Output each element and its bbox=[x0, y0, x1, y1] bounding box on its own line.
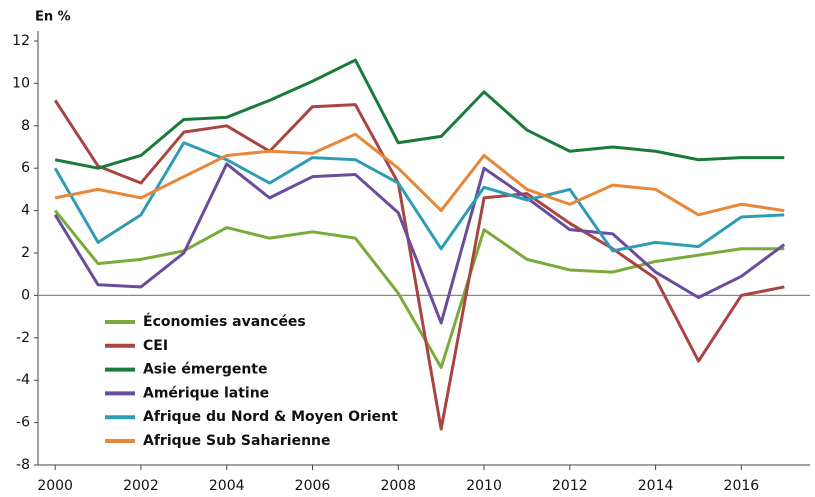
y-tick-label: 0 bbox=[21, 287, 30, 303]
y-tick-label: 6 bbox=[21, 160, 30, 176]
x-tick-label: 2000 bbox=[37, 478, 73, 494]
y-axis-label: En % bbox=[35, 10, 71, 25]
y-tick-label: -8 bbox=[16, 457, 30, 473]
x-tick-label: 2006 bbox=[295, 478, 331, 494]
series-line bbox=[54, 58, 785, 170]
legend-label: Amérique latine bbox=[143, 385, 269, 401]
x-tick-label: 2008 bbox=[380, 478, 416, 494]
legend-label: Afrique Sub Saharienne bbox=[143, 433, 331, 449]
x-tick-label: 2010 bbox=[466, 478, 502, 494]
y-tick-label: 4 bbox=[21, 203, 30, 219]
x-tick-label: 2014 bbox=[638, 478, 674, 494]
y-tick-label: 8 bbox=[21, 118, 30, 134]
x-tick-label: 2012 bbox=[552, 478, 588, 494]
series-line bbox=[53, 99, 785, 431]
series-line bbox=[53, 209, 785, 369]
y-tick-label: 2 bbox=[21, 245, 30, 261]
y-tick-label: -2 bbox=[16, 330, 30, 346]
legend-label: Afrique du Nord & Moyen Orient bbox=[143, 409, 398, 425]
x-tick-label: 2004 bbox=[209, 478, 245, 494]
y-tick-label: -6 bbox=[16, 415, 30, 431]
y-tick-label: 12 bbox=[12, 33, 30, 49]
legend-label: CEI bbox=[143, 338, 168, 354]
y-tick-label: -4 bbox=[16, 372, 30, 388]
series-line bbox=[53, 162, 786, 325]
x-tick-label: 2016 bbox=[724, 478, 760, 494]
series-line bbox=[53, 141, 785, 253]
series-line bbox=[54, 132, 785, 217]
legend-label: Économies avancées bbox=[143, 313, 306, 330]
x-tick-label: 2002 bbox=[123, 478, 159, 494]
legend-label: Asie émergente bbox=[143, 362, 268, 378]
y-tick-label: 10 bbox=[12, 75, 30, 91]
